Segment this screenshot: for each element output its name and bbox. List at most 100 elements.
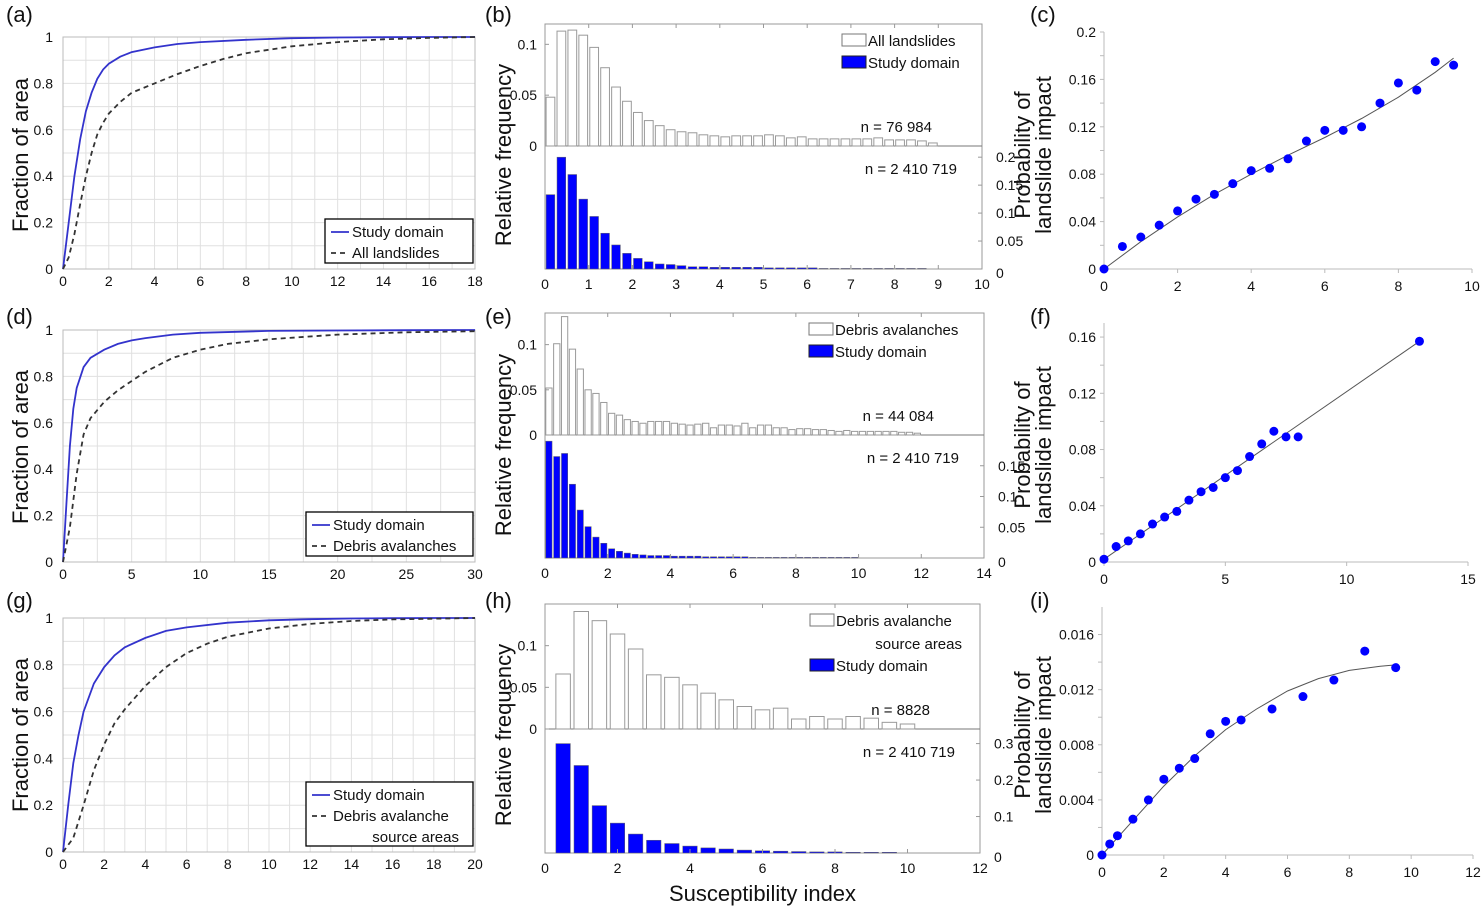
y-tick-label: 1 [45,322,53,338]
y-tick-label-bottom: 0.2 [996,149,1016,165]
data-point [1111,542,1121,552]
panel-label: (i) [1030,588,1050,613]
data-point [1281,432,1291,442]
legend-label: Debris avalanche source areas [333,808,459,846]
bar-bottom [670,555,678,559]
y-axis-title-line: Probability of [1010,381,1035,509]
bar-bottom [569,483,576,559]
bar-bottom [545,194,556,270]
x-tick-label: 3 [672,276,680,292]
bar-bottom [647,555,655,559]
y-axis-title-line: Probability of [1010,671,1035,799]
y-tick-label-top: 0.1 [518,638,538,654]
bar-top [609,633,626,730]
data-point [1184,495,1194,505]
bar-bottom [646,839,662,854]
x-tick-label: 10 [974,276,990,292]
bar-bottom [555,743,571,854]
x-tick-label: 6 [196,273,204,289]
bar-top [576,368,584,436]
x-tick-label: 10 [1464,278,1480,294]
y-tick-label-bottom: 0.3 [994,736,1014,752]
bar-bottom [753,267,763,270]
bar-bottom [804,557,812,559]
panel-e: (e) 0 2 4 6 8 10 12 14 0 0.05 0.1 0 0.05 0.1 0.15 Relati… [485,304,1025,581]
bar-bottom [589,216,599,270]
bar-top [646,674,662,730]
x-tick-label: 2 [105,273,113,289]
legend: All landslides Study domain [841,33,960,72]
bar-top [772,707,789,730]
panel-label: (d) [6,304,33,329]
bar-top [615,414,624,436]
bar-bottom [676,265,687,270]
panel-f: (f) 0 5 10 15 0 0.04 0.08 0.12 0.16 Probability of… [1010,304,1476,587]
legend-box [324,218,474,264]
bar-bottom [600,542,608,559]
x-tick-label: 10 [900,860,916,876]
bar-bottom [592,536,600,559]
x-tick-label: 25 [399,566,415,582]
bar-top [780,427,788,436]
x-tick-label: 0 [59,856,67,872]
bar-top [567,29,578,147]
bar-bottom [835,557,843,559]
bar-top [555,673,571,730]
x-tick-label: 2 [1174,278,1182,294]
bar-bottom [698,266,709,270]
bar-top [827,429,835,436]
data-point [1172,506,1182,516]
legend-label: Debris avalanche [836,613,952,630]
x-tick-label: 7 [847,276,855,292]
legend-label: Study domain [836,658,928,675]
y-tick-label: 0.16 [1069,329,1096,345]
x-tick-label: 14 [344,856,360,872]
data-point [1257,439,1267,449]
series-line-study-domain [62,36,475,270]
y-tick-label: 0.6 [34,122,54,138]
bar-bottom [718,848,734,854]
bar-bottom [709,267,719,270]
legend-label-line: source areas [372,829,459,846]
bar-top [654,125,665,147]
bar-bottom [851,268,861,270]
x-tick-label: 2 [604,565,612,581]
x-tick-label: 8 [224,856,232,872]
y-tick-label: 0 [45,844,53,860]
x-tick-label: 8 [831,860,839,876]
bar-bottom [731,267,741,270]
x-tick-label: 12 [913,565,929,581]
y-tick-label: 0.16 [1069,71,1096,87]
bar-top [785,137,796,147]
bar-top [898,431,906,436]
panel-d: (d) 0 5 10 15 20 25 30 0 0.2 0.4 0.6 0.8 1 Fraction of… [6,304,483,582]
bar-top [568,348,577,436]
y-tick-label: 0.4 [34,168,54,184]
x-tick-label: 9 [934,276,942,292]
bar-top [733,425,741,436]
bar-top [591,620,608,730]
bar-bottom [818,268,829,270]
bar-top [670,422,678,436]
y-tick-label: 0 [1088,261,1096,277]
bar-bottom [775,267,785,270]
data-point [1136,232,1146,242]
bar-top [906,139,916,147]
x-tick-label: 6 [803,276,811,292]
bar-top [718,699,734,730]
bar-bottom [717,556,725,559]
bar-bottom [808,267,818,270]
y-tick-label-bottom: 0.1 [998,489,1018,505]
legend-swatch-blue [808,344,834,358]
bar-top [709,135,720,147]
bar-top [791,718,807,730]
bar-top [756,424,765,436]
bar-top [753,135,763,147]
y-axis-title: Relative frequency [491,64,516,246]
y-tick-label: 0.4 [34,461,54,477]
data-point [1112,831,1122,841]
bar-top [863,717,879,730]
x-tick-label: 2 [629,276,637,292]
bar-top [775,135,785,147]
y-axis-title: Relative frequency [491,644,516,826]
